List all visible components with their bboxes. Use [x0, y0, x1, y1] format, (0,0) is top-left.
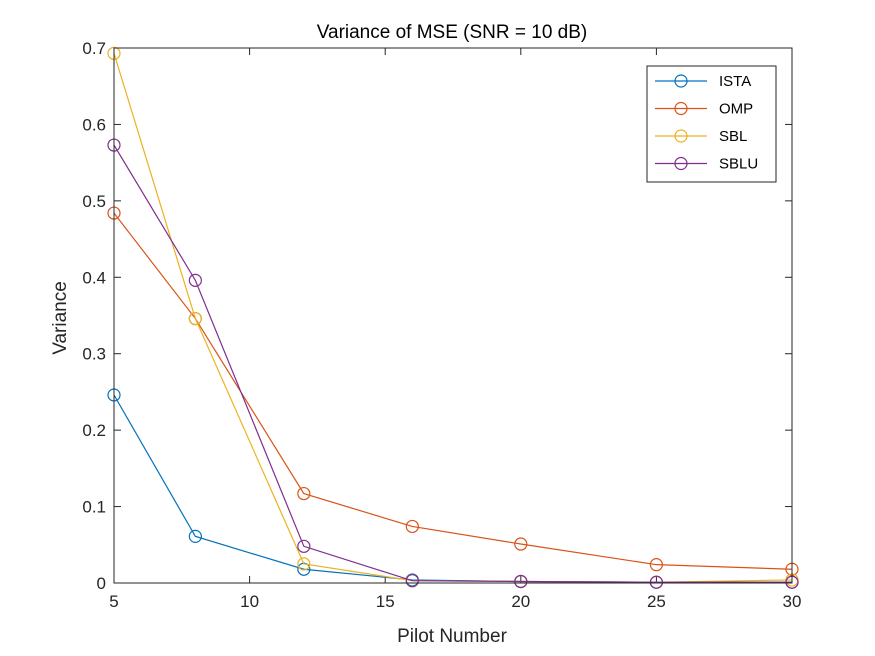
x-tick-label: 10: [240, 592, 259, 611]
legend-marker: [674, 129, 688, 143]
data-point: [297, 557, 311, 571]
data-point: [514, 537, 528, 551]
legend-label: ISTA: [719, 73, 751, 90]
y-tick-label: 0.7: [82, 39, 106, 58]
y-axis-label: Variance: [50, 281, 71, 355]
data-point: [405, 574, 419, 588]
legend-item-sbl: SBL: [655, 128, 747, 145]
x-tick-label: 30: [783, 592, 802, 611]
chart-title: Variance of MSE (SNR = 10 dB): [317, 22, 588, 43]
x-tick-label: 15: [376, 592, 395, 611]
legend-marker: [674, 156, 688, 171]
y-tick-label: 0: [97, 574, 106, 593]
x-tick-label: 5: [109, 592, 118, 611]
legend-item-ista: ISTA: [655, 73, 751, 90]
data-point: [188, 273, 202, 287]
x-tick-label: 20: [511, 592, 530, 611]
y-tick-label: 0.2: [82, 421, 106, 440]
data-point: [188, 311, 202, 326]
plot-border: [113, 47, 793, 584]
legend-marker: [674, 74, 688, 88]
data-point: [649, 558, 664, 572]
y-tick-label: 0.5: [82, 192, 106, 211]
y-tick-label: 0.6: [82, 115, 106, 134]
series-line: [113, 144, 792, 583]
data-point: [297, 539, 311, 553]
data-point: [297, 486, 311, 501]
y-tick-label: 0.3: [82, 345, 106, 364]
x-tick-label: 25: [647, 592, 666, 611]
legend-box: [646, 65, 777, 183]
data-point: [405, 519, 419, 534]
series-sblu: [107, 138, 799, 589]
y-tick-label: 0.1: [82, 498, 106, 517]
legend-label: SBLU: [719, 156, 758, 173]
y-tick-label: 0.4: [82, 268, 106, 287]
legend: ISTA OMP SBL SBLU: [646, 65, 777, 183]
legend-item-sblu: SBLU: [655, 156, 758, 173]
data-point: [514, 574, 528, 589]
data-point: [649, 575, 664, 589]
legend-marker: [674, 101, 688, 116]
legend-label: SBL: [719, 128, 747, 145]
x-axis-label: Pilot Number: [397, 626, 507, 647]
data-point: [188, 529, 202, 543]
legend-item-omp: OMP: [655, 101, 753, 118]
legend-label: OMP: [719, 101, 753, 118]
